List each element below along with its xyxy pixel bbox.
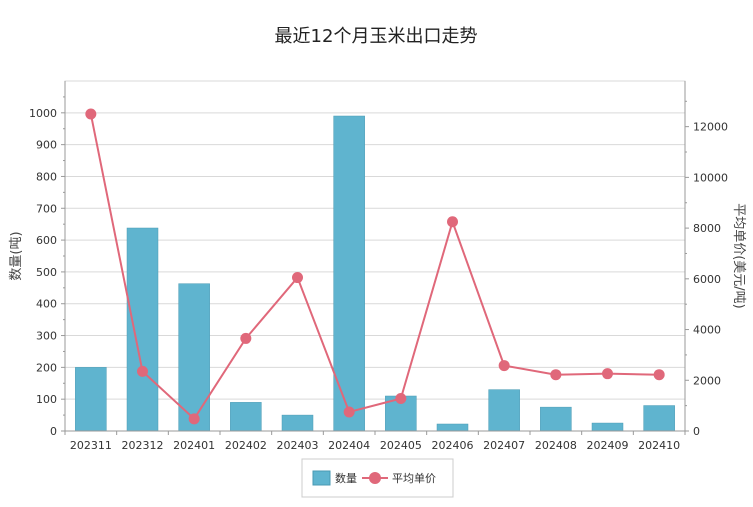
y-right-tick-label: 6000 xyxy=(693,273,721,286)
legend-marker-swatch xyxy=(369,472,381,484)
price-point xyxy=(85,108,97,120)
plot-area xyxy=(64,80,686,432)
grid-lines xyxy=(65,112,685,400)
price-point xyxy=(447,216,458,228)
legend-item-avg-price[interactable]: 平均单价 xyxy=(392,472,436,485)
y-right-tick-label: 4000 xyxy=(693,324,721,337)
bar xyxy=(540,406,572,432)
bar xyxy=(230,402,262,432)
bar xyxy=(75,367,107,432)
y-left-tick-label: 300 xyxy=(36,330,57,343)
price-point xyxy=(602,368,613,380)
y-left-tick-label: 400 xyxy=(36,298,57,311)
price-point xyxy=(395,393,407,405)
price-point xyxy=(240,332,252,344)
y-left-tick-label: 800 xyxy=(36,170,57,183)
price-point xyxy=(343,406,355,418)
bar xyxy=(178,283,210,432)
legend-item-quantity[interactable]: 数量 xyxy=(335,472,357,485)
y-right-tick-label: 0 xyxy=(693,425,700,438)
price-point xyxy=(188,413,200,425)
bar xyxy=(281,414,314,432)
y-left-tick-label: 500 xyxy=(36,266,57,279)
line-series-avg-price xyxy=(85,108,665,425)
x-tick-label: 202402 xyxy=(225,439,267,452)
price-point xyxy=(137,365,148,377)
legend-bar-swatch xyxy=(312,470,331,486)
bar xyxy=(643,405,675,432)
y-left-tick-label: 900 xyxy=(36,139,57,152)
bar xyxy=(436,423,469,432)
price-point xyxy=(653,369,665,381)
x-tick-label: 202403 xyxy=(277,439,319,452)
x-tick-label: 202406 xyxy=(432,439,474,452)
x-tick-label: 202311 xyxy=(70,439,112,452)
y-left-tick-label: 1000 xyxy=(29,107,57,120)
bar xyxy=(488,389,520,432)
price-point xyxy=(498,360,510,372)
x-tick-label: 202410 xyxy=(638,439,680,452)
y-left-tick-label: 100 xyxy=(36,393,57,406)
x-tick-label: 202401 xyxy=(173,439,215,452)
x-tick-label: 202405 xyxy=(380,439,422,452)
bar xyxy=(591,422,624,432)
price-point xyxy=(292,272,303,284)
y-left-tick-label: 700 xyxy=(36,202,57,215)
y-axis-right-label: 平均单价(美元/吨) xyxy=(731,203,746,309)
legend: 数量 平均单价 xyxy=(301,458,454,498)
price-line xyxy=(89,113,660,421)
y-left-tick-label: 200 xyxy=(36,361,57,374)
axes: 0100200300400500600700800900100002000400… xyxy=(29,81,728,452)
x-tick-label: 202409 xyxy=(587,439,629,452)
y-right-tick-label: 8000 xyxy=(693,222,721,235)
price-point xyxy=(550,369,562,381)
y-axis-left-label: 数量(吨) xyxy=(9,231,24,280)
y-right-tick-label: 2000 xyxy=(693,374,721,387)
bar xyxy=(126,227,159,432)
y-left-tick-label: 0 xyxy=(50,425,57,438)
y-left-tick-label: 600 xyxy=(36,234,57,247)
chart-title: 最近12个月玉米出口走势 xyxy=(275,26,478,47)
x-tick-label: 202404 xyxy=(328,439,370,452)
x-tick-label: 202408 xyxy=(535,439,577,452)
y-right-tick-label: 12000 xyxy=(693,121,728,134)
x-tick-label: 202312 xyxy=(122,439,164,452)
y-right-tick-label: 10000 xyxy=(693,171,728,184)
x-tick-label: 202407 xyxy=(483,439,525,452)
